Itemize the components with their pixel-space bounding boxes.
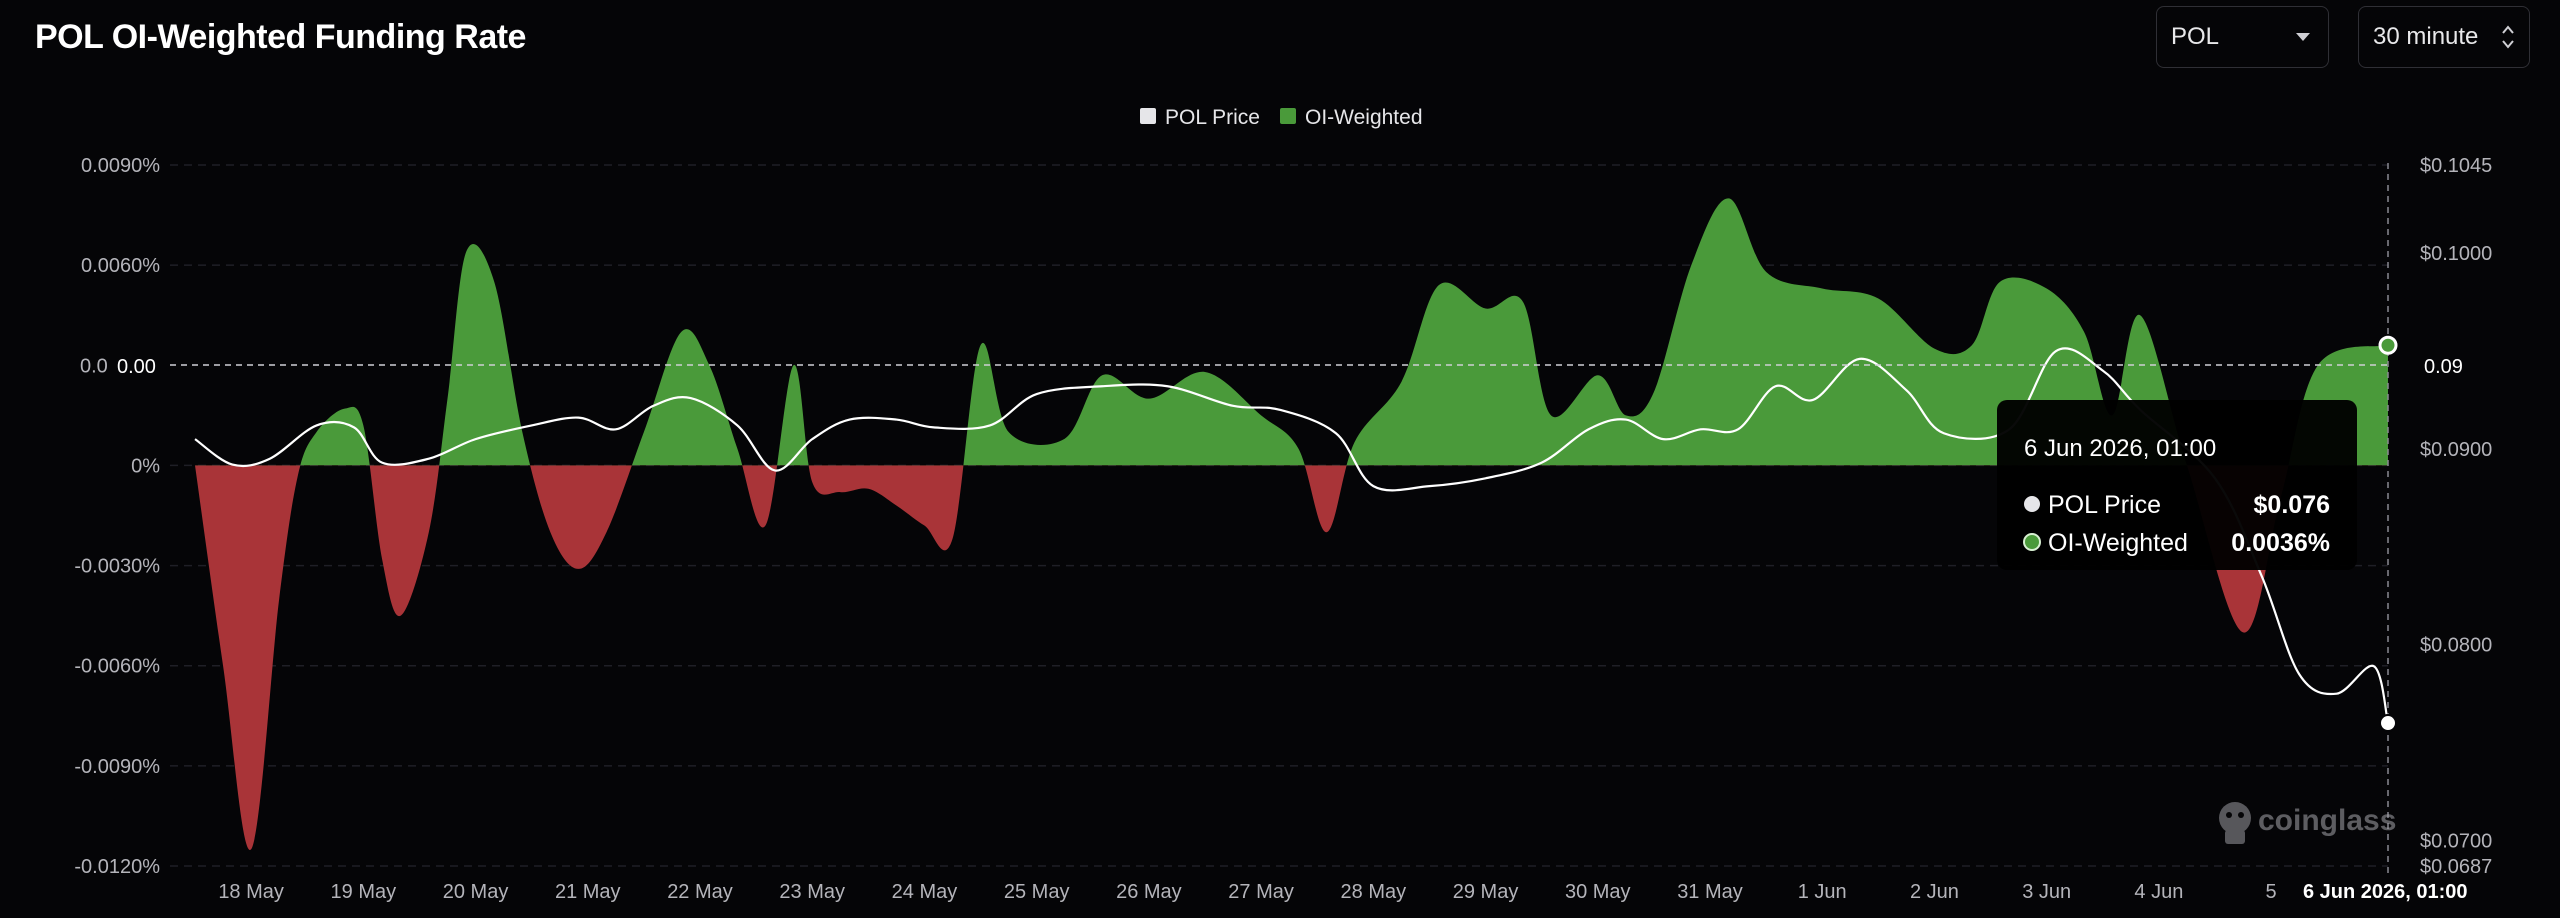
x-axis-tick: 21 May: [555, 881, 621, 903]
x-axis-tick: 24 May: [892, 881, 958, 903]
page-title: POL OI-Weighted Funding Rate: [35, 18, 526, 56]
x-axis-tick: 2 Jun: [1910, 881, 1959, 903]
coinglass-logo-icon: [2219, 802, 2251, 844]
up-down-chevron-icon: [2502, 25, 2514, 49]
funding-area-negative: [195, 465, 2388, 850]
price-line: [194, 347, 2390, 724]
x-axis-tick: 22 May: [667, 881, 733, 903]
x-axis-tick: 1 Jun: [1798, 881, 1847, 903]
tooltip: 6 Jun 2026, 01:00 POL Price $0.076 OI-We…: [1997, 400, 2357, 570]
x-axis-tick: 3 Jun: [2022, 881, 2071, 903]
right-axis-tick: $0.0800: [2420, 635, 2492, 657]
left-axis-tick: -0.0090%: [74, 756, 160, 778]
x-axis-tick: 20 May: [443, 881, 509, 903]
watermark-text: coinglass: [2258, 804, 2396, 837]
tooltip-label-oi: OI-Weighted: [2048, 529, 2188, 557]
right-axis-tick: $0.0700: [2420, 831, 2492, 853]
x-axis-tick: 25 May: [1004, 881, 1070, 903]
legend-label-oi[interactable]: OI-Weighted: [1305, 106, 1423, 129]
x-axis-tick: 23 May: [779, 881, 845, 903]
right-axis-tick: $0.1000: [2420, 243, 2492, 265]
crosshair-x-label: 6 Jun 2026, 01:00: [2303, 881, 2468, 903]
right-axis-tick: $0.1045: [2420, 155, 2492, 177]
x-axis-tick: 31 May: [1677, 881, 1743, 903]
watermark: coinglass: [2219, 802, 2396, 844]
right-axis-tick: $0.0687: [2420, 856, 2492, 878]
tooltip-label-price: POL Price: [2048, 491, 2161, 519]
left-axis-tick: -0.0030%: [74, 556, 160, 578]
left-axis-tick: -0.0060%: [74, 656, 160, 678]
x-axis-tick: 30 May: [1565, 881, 1631, 903]
crosshair: 0.00 0.09 6 Jun 2026, 01:00: [108, 163, 2480, 907]
x-axis-tick: 19 May: [331, 881, 397, 903]
x-axis: 18 May 19 May 20 May 21 May 22 May 23 May 24 M…: [218, 881, 2276, 903]
coin-select-value: POL: [2171, 23, 2220, 50]
left-axis-tick: -0.0120%: [74, 856, 160, 878]
interval-select[interactable]: 30 minute: [2358, 6, 2530, 68]
coin-select[interactable]: POL: [2156, 6, 2329, 68]
tooltip-dot-oi: [2023, 533, 2041, 551]
legend-swatch-price: [1140, 108, 1156, 124]
x-axis-tick: 28 May: [1341, 881, 1407, 903]
x-axis-tick: 27 May: [1228, 881, 1294, 903]
x-axis-tick: 5: [2266, 881, 2277, 903]
x-axis-tick: 18 May: [218, 881, 284, 903]
x-axis-tick: 29 May: [1453, 881, 1519, 903]
left-axis-tick: 0%: [131, 455, 160, 477]
interval-select-value: 30 minute: [2373, 23, 2479, 50]
legend-swatch-oi: [1280, 108, 1296, 124]
tooltip-box: [1997, 400, 2357, 570]
chevron-down-icon: [2296, 33, 2310, 41]
tooltip-value-price: $0.076: [2254, 491, 2330, 519]
legend-label-price[interactable]: POL Price: [1165, 106, 1260, 129]
funding-area: [195, 198, 2388, 850]
x-axis-tick: 26 May: [1116, 881, 1182, 903]
right-axis: $0.1045 $0.1000 $0.0900 $0.0800 $0.0700 $0.06…: [2420, 155, 2492, 878]
left-axis-tick: 0.0090%: [81, 155, 160, 177]
legend: POL Price OI-Weighted: [1140, 106, 1423, 129]
left-axis: 0.0090% 0.0060% 0% -0.0030% -0.0060% -0.0090%…: [74, 155, 160, 878]
right-axis-tick: $0.0900: [2420, 439, 2492, 461]
left-axis-tick: 0.0060%: [81, 255, 160, 277]
tooltip-title: 6 Jun 2026, 01:00: [2024, 435, 2216, 462]
crosshair-dot-price: [2379, 714, 2397, 733]
funding-area-positive: [300, 198, 2388, 466]
crosshair-left-label: 0.00: [117, 356, 156, 378]
crosshair-right-label: 0.09: [2424, 356, 2463, 378]
tooltip-dot-price: [2024, 496, 2040, 512]
x-axis-tick: 4 Jun: [2134, 881, 2183, 903]
crosshair-dot-oi: [2378, 335, 2398, 355]
price-line-path: [194, 347, 2390, 724]
tooltip-value-oi: 0.0036%: [2231, 529, 2330, 557]
